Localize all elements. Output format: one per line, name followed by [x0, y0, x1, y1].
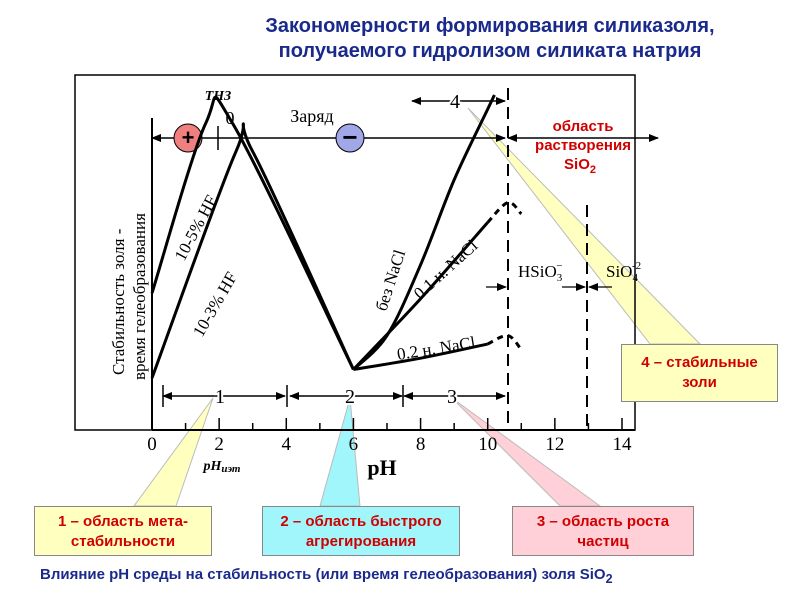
- dissolution-line-1: область: [553, 118, 614, 135]
- series-nacl02: [353, 342, 489, 371]
- sio4-label: SiO4-2: [606, 260, 641, 284]
- minus-sign: −: [342, 122, 357, 152]
- caption-sub: 2: [605, 572, 613, 586]
- x-tick-label: 10: [478, 434, 497, 455]
- dissolution-label: область растворения SiO2: [535, 116, 631, 176]
- pointer-1: [133, 397, 214, 507]
- minus-circle: [335, 123, 365, 153]
- caption-text: Влияние pH среды на стабильность (или вр…: [40, 566, 606, 583]
- region-4-label: 4: [450, 91, 460, 113]
- callout-4-text: 4 – стабильные золи: [641, 354, 758, 391]
- region-2-label: 2: [345, 386, 355, 408]
- plus-sign: +: [182, 125, 195, 150]
- title-line-2: получаемого гидролизом силиката натрия: [278, 40, 702, 62]
- callout-stable-sols: 4 – стабильные золи: [621, 344, 778, 402]
- y-axis-label-2: время гелеобразования: [130, 213, 149, 380]
- callout-2-text: 2 – область быстрого агрегирования: [280, 513, 442, 550]
- x-tick-label: 12: [545, 434, 564, 455]
- series-label-hf3: 10-3% HF: [189, 269, 241, 340]
- hsio3-label: HSiO3−: [518, 260, 563, 284]
- plus-circle: [173, 123, 203, 153]
- callout-fast-aggregation: 2 – область быстрого агрегирования: [262, 506, 460, 556]
- dissolution-line-3: SiO2: [564, 156, 596, 176]
- series-nacl0: [352, 94, 496, 371]
- callout-3-text: 3 – область роста частиц: [536, 513, 670, 550]
- pointer-3: [451, 397, 602, 507]
- series-nacl02-dashed-tail: [487, 334, 523, 351]
- x-ticks: [151, 418, 623, 430]
- series-hf5: [150, 95, 355, 371]
- x-tick-label: 8: [416, 434, 426, 455]
- series-curves: [150, 94, 523, 379]
- series-hf3: [150, 122, 355, 379]
- x-tick-labels: 0 2 4 6 8 10 12 14: [147, 434, 632, 455]
- callout-1-text: 1 – область мета-стабильности: [58, 513, 188, 550]
- x-tick-label: 2: [214, 434, 224, 455]
- charge-label: Заряд: [290, 106, 333, 126]
- series-nacl01: [352, 221, 489, 371]
- slide-title: Закономерности формирования силиказоля, …: [190, 14, 790, 64]
- figure-caption: Влияние pH среды на стабильность (или вр…: [40, 566, 720, 586]
- series-nacl01-dashed-tail: [486, 201, 523, 224]
- dissolution-line-2: растворения: [535, 137, 631, 154]
- title-line-1: Закономерности формирования силиказоля,: [265, 15, 715, 37]
- x-tick-label: 6: [349, 434, 359, 455]
- x-tick-label: 14: [613, 434, 633, 455]
- region-3-label: 3: [447, 386, 457, 408]
- y-axis-label-1: Стабильность золя -: [109, 228, 128, 375]
- callout-metastability: 1 – область мета-стабильности: [34, 506, 212, 556]
- x-tick-label: 4: [282, 434, 292, 455]
- series-labels: 10-5% HF 10-3% HF без NaCl 0.1 н. NaCl 0…: [171, 192, 482, 364]
- x-tick-label: 0: [147, 434, 157, 455]
- x-axis-label: pH: [367, 455, 396, 480]
- tnz-label: ТНЗ: [205, 89, 232, 104]
- callout-particle-growth: 3 – область роста частиц: [512, 506, 694, 556]
- series-label-nacl01: 0.1 н. NaCl: [410, 236, 482, 303]
- series-label-nacl02: 0.2 н. NaCl: [396, 333, 477, 364]
- pheit-label: pHиэт: [203, 459, 241, 475]
- region-1-label: 1: [215, 386, 225, 408]
